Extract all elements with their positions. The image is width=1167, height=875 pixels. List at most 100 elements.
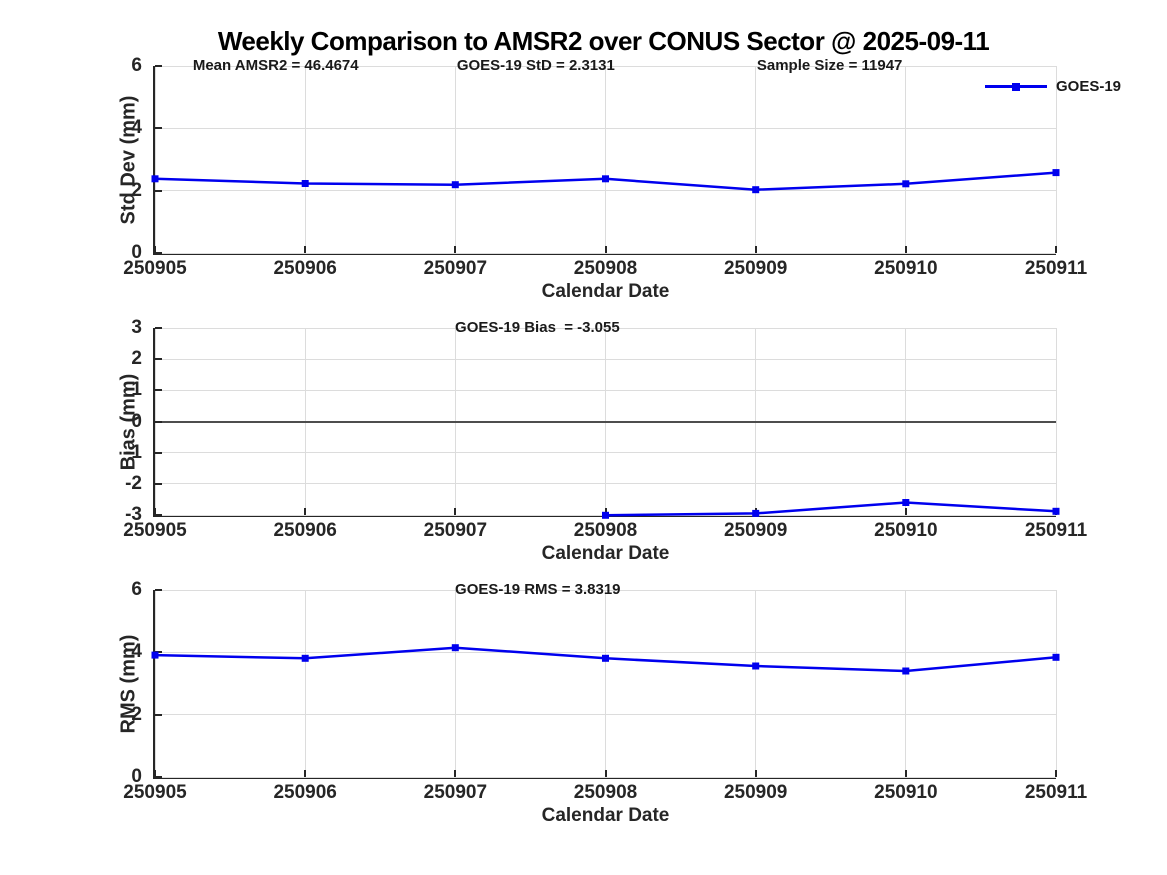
series-plot-area [602,499,1060,519]
grid-line-horizontal [155,483,1056,485]
x-tick-label: 250910 [874,520,938,541]
y-tick-label: -1 [125,441,142,463]
series-plot-area [151,169,1060,194]
y-axis-tick [155,358,162,361]
y-axis-tick [155,389,162,392]
x-tick-label: 250906 [273,782,337,803]
grid-line-vertical [454,590,456,777]
x-axis-tick [1055,770,1057,777]
grid-line-horizontal [155,651,1056,653]
x-axis-title: Calendar Date [541,281,670,302]
grid-line-horizontal [155,327,1056,329]
x-axis-tick [604,770,607,777]
grid-line-horizontal [155,714,1056,716]
plot-rms: 250905 250906 250907 250908 250909 250910 2509… [118,579,1088,826]
grid-line-vertical [905,590,907,777]
grid-line-horizontal [155,358,1056,360]
x-axis-tick [904,246,907,253]
series-line [605,501,1057,517]
x-axis-tick [304,770,307,777]
x-axis-tick [454,246,457,253]
data-point-marker [1052,169,1060,177]
x-tick-label: 250907 [423,520,488,541]
x-axis-tick [304,246,307,253]
x-tick-label: 250905 [123,520,187,541]
grid-line-horizontal [155,589,1056,591]
series-plot-area [151,644,1060,675]
grid-line-vertical [304,590,306,777]
x-tick-label: 250908 [573,782,638,803]
y-axis-tick [155,189,162,192]
x-tick-label: 250908 [573,258,638,279]
legend-series-label: GOES-19 [1056,78,1122,95]
legend-line-sample [985,82,1047,91]
y-axis-tick [155,420,162,423]
y-axis-title: RMS (mm) [117,634,140,733]
data-point-marker [451,181,459,189]
data-point-marker [602,175,609,183]
x-tick-label: 250909 [723,782,788,803]
y-tick-label: -3 [125,504,142,525]
grid-line-vertical [755,590,757,777]
y-axis-tick [155,776,162,778]
x-tick-label: 250908 [573,520,638,541]
stat-annotation: Sample Size = 11947 [756,57,903,74]
data-point-marker [151,175,159,183]
x-axis-tick [754,246,757,253]
y-tick-label: 6 [131,579,142,600]
legend: GOES-19 [985,78,1121,95]
grid-line-vertical [1055,590,1057,777]
plot-bias: 250905 250906 250907 250908 250909 250910 2509… [118,317,1088,564]
y-tick-label: 3 [131,317,142,338]
legend-marker-icon [1012,82,1020,91]
stat-annotation: GOES-19 RMS = 3.8319 [455,581,621,598]
y-axis-tick [155,451,162,454]
data-point-marker [752,509,760,517]
data-point-marker [301,180,309,187]
y-axis-tick [155,589,162,591]
x-axis-title: Calendar Date [541,543,670,564]
plot-std-dev: 250905 250906 250907 250908 250909 250910 2509… [118,55,1122,302]
grid-line-vertical [755,66,757,253]
grid-line-vertical [1055,328,1057,515]
grid-line-horizontal [155,252,1056,254]
x-tick-label: 250910 [874,258,938,279]
x-axis-tick [904,770,907,777]
grid-line-horizontal [155,776,1056,778]
data-point-marker [902,180,910,188]
y-axis-tick [155,327,162,329]
y-tick-label: 1 [131,379,142,401]
stat-annotation: Mean AMSR2 = 46.4674 [192,57,359,74]
y-tick-label: 6 [131,55,142,76]
x-tick-label: 250911 [1024,258,1088,279]
x-axis-tick [154,770,156,777]
y-axis-tick [155,252,162,254]
x-tick-label: 250909 [723,520,788,541]
x-axis-tick [604,508,607,515]
grid-line-vertical [605,66,606,253]
data-point-marker [451,644,459,652]
x-axis-tick [904,508,907,515]
x-axis-tick [604,246,607,253]
grid-line-horizontal [155,190,1056,192]
y-axis-tick [155,482,162,485]
x-tick-label: 250906 [273,520,337,541]
grid-line-vertical [154,590,156,777]
x-tick-label: 250905 [123,258,187,279]
y-tick-label: -2 [125,472,142,494]
y-tick-label: 4 [131,641,142,663]
y-axis-tick [155,127,162,130]
x-tick-label: 250905 [123,782,187,803]
x-tick-label: 250910 [874,782,938,803]
data-point-marker [752,186,760,194]
y-tick-label: 0 [131,766,142,787]
x-tick-label: 250907 [423,782,488,803]
grid-line-vertical [454,66,456,253]
data-point-marker [602,654,609,662]
grid-line-vertical [304,66,306,253]
y-tick-label: 0 [131,410,142,432]
x-axis-tick [154,508,156,515]
x-tick-label: 250911 [1024,782,1088,803]
data-point-marker [902,499,910,506]
x-axis-title: Calendar Date [541,805,670,826]
